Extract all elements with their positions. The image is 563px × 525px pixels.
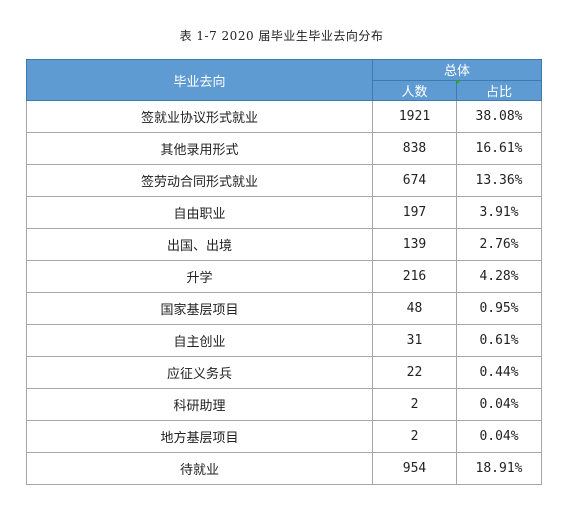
count-cell: 48 [372, 292, 457, 325]
table-row: 签就业协议形式就业 1921 38.08% [26, 100, 543, 133]
destination-cell: 科研助理 [26, 388, 373, 421]
destination-cell: 出国、出境 [26, 228, 373, 261]
percent-cell: 3.91% [455, 196, 543, 229]
percent-cell: 18.91% [455, 452, 543, 485]
percent-cell: 38.08% [455, 100, 543, 133]
destination-cell: 签劳动合同形式就业 [26, 164, 373, 197]
percent-cell: 2.76% [455, 228, 543, 261]
table-row: 其他录用形式 838 16.61% [26, 132, 543, 165]
header-count: 人数 [372, 79, 457, 101]
count-cell: 31 [372, 324, 457, 357]
count-cell: 197 [372, 196, 457, 229]
count-cell: 1921 [372, 100, 457, 133]
table-header: 毕业去向 总体 人数 占比 [26, 59, 543, 101]
percent-cell: 4.28% [455, 260, 543, 293]
table-row: 地方基层项目 2 0.04% [26, 420, 543, 453]
table-row: 签劳动合同形式就业 674 13.36% [26, 164, 543, 197]
table-row: 自主创业 31 0.61% [26, 324, 543, 357]
destination-cell: 地方基层项目 [26, 420, 373, 453]
count-cell: 954 [372, 452, 457, 485]
count-cell: 2 [372, 388, 457, 421]
percent-cell: 13.36% [455, 164, 543, 197]
count-cell: 22 [372, 356, 457, 389]
count-cell: 139 [372, 228, 457, 261]
graduate-destination-table: 毕业去向 总体 人数 占比 签就业协议形式就业 1921 38.08% 其他录用… [26, 59, 543, 485]
percent-cell: 0.04% [455, 420, 543, 453]
table-row: 应征义务兵 22 0.44% [26, 356, 543, 389]
table-row: 自由职业 197 3.91% [26, 196, 543, 229]
destination-cell: 签就业协议形式就业 [26, 100, 373, 133]
table-row: 国家基层项目 48 0.95% [26, 292, 543, 325]
cell-marker-icon [456, 79, 461, 85]
percent-cell: 0.95% [455, 292, 543, 325]
table-row: 出国、出境 139 2.76% [26, 228, 543, 261]
count-cell: 216 [372, 260, 457, 293]
table-row: 待就业 954 18.91% [26, 452, 543, 485]
destination-cell: 自由职业 [26, 196, 373, 229]
destination-cell: 待就业 [26, 452, 373, 485]
destination-cell: 应征义务兵 [26, 356, 373, 389]
count-cell: 674 [372, 164, 457, 197]
header-total: 总体 [371, 59, 543, 81]
count-cell: 838 [372, 132, 457, 165]
destination-cell: 自主创业 [26, 324, 373, 357]
count-cell: 2 [372, 420, 457, 453]
table-row: 升学 216 4.28% [26, 260, 543, 293]
header-percent: 占比 [455, 79, 543, 101]
percent-cell: 0.61% [455, 324, 543, 357]
percent-cell: 0.04% [455, 388, 543, 421]
destination-cell: 其他录用形式 [26, 132, 373, 165]
destination-cell: 国家基层项目 [26, 292, 373, 325]
percent-cell: 0.44% [455, 356, 543, 389]
percent-cell: 16.61% [455, 132, 543, 165]
table-caption: 表 1-7 2020 届毕业生毕业去向分布 [179, 29, 384, 43]
table-row: 科研助理 2 0.04% [26, 388, 543, 421]
header-destination: 毕业去向 [26, 59, 373, 101]
destination-cell: 升学 [26, 260, 373, 293]
table-body: 签就业协议形式就业 1921 38.08% 其他录用形式 838 16.61% … [26, 100, 543, 485]
header-percent-label: 占比 [486, 84, 513, 100]
